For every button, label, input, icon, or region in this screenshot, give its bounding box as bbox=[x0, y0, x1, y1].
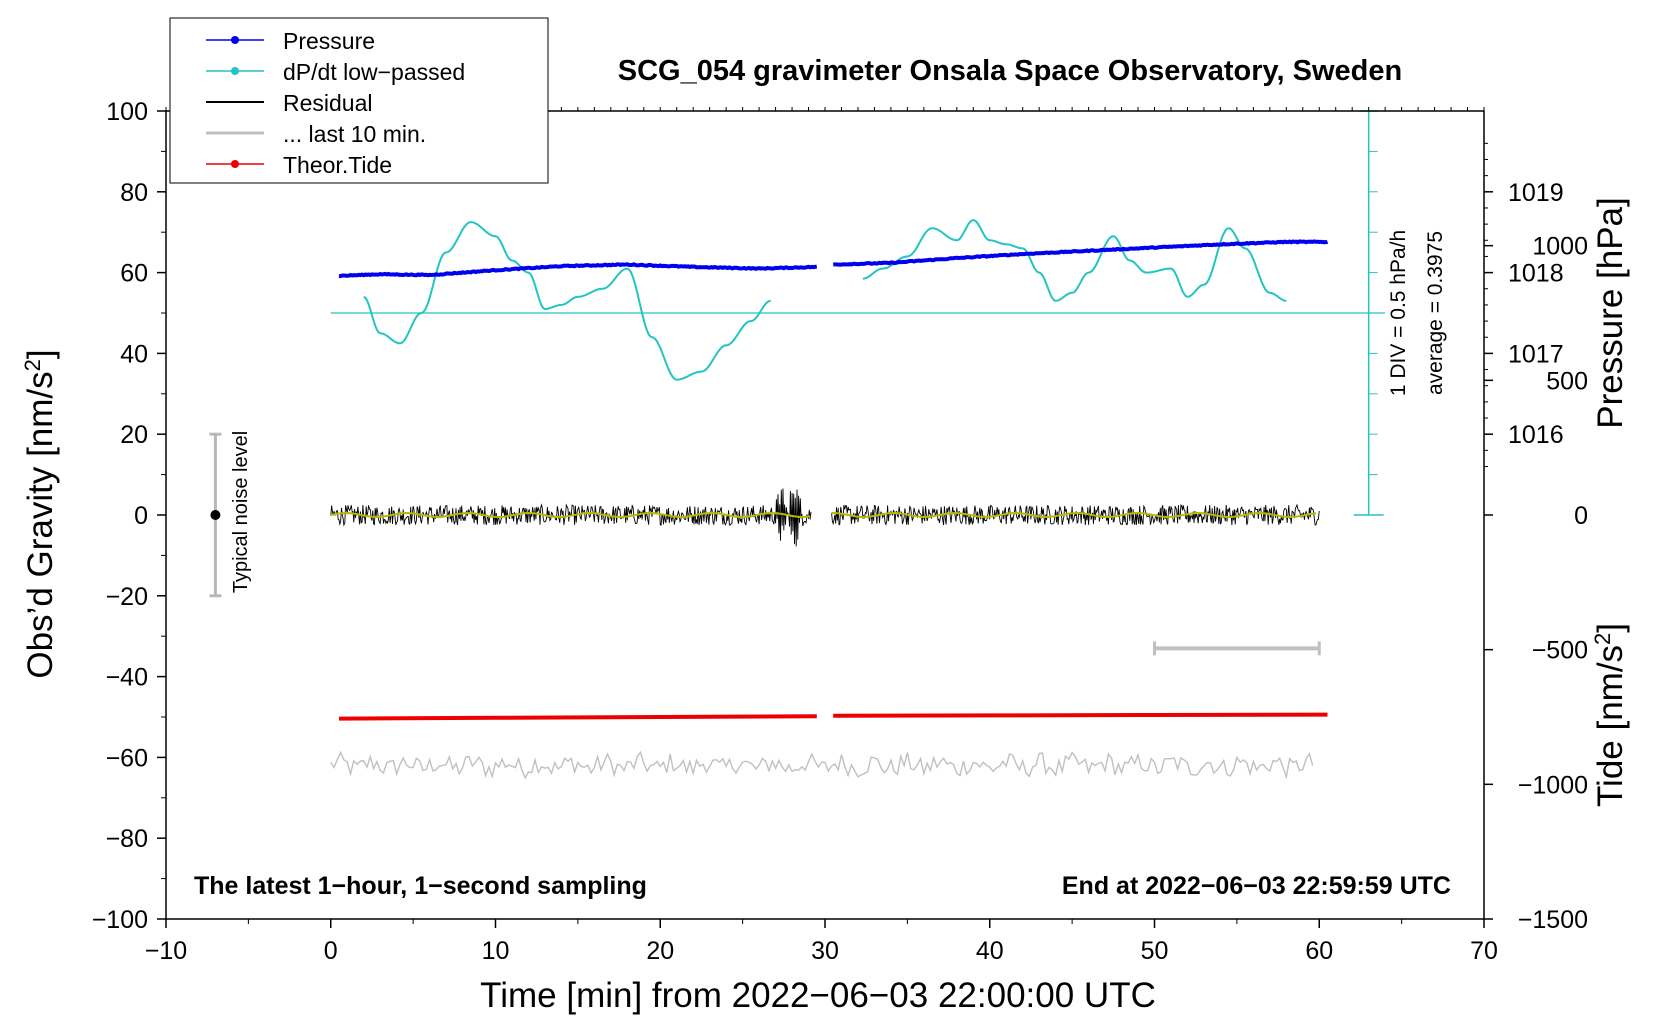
plot-axes: −10 0 10 20 30 40 50 60 70−100−80−60−40−20020406… bbox=[92, 98, 1588, 965]
chart-title: SCG_054 gravimeter Onsala Space Observat… bbox=[618, 55, 1402, 87]
legend-dpdt-marker bbox=[231, 67, 239, 75]
tide-tick-label: 1000 bbox=[1532, 233, 1588, 261]
y-tick-label: −40 bbox=[106, 664, 148, 692]
x-tick-label: 20 bbox=[646, 937, 674, 965]
series-residual-line-1 bbox=[831, 503, 1320, 526]
tide-tick-label: −1500 bbox=[1518, 906, 1588, 934]
x-tick-label: 60 bbox=[1305, 937, 1333, 965]
series-dpdt-line-0 bbox=[363, 221, 771, 381]
dpdt-scale-label: 1 DIV = 0.5 hPa/h bbox=[1387, 230, 1410, 396]
tide-axis-title-sup: 2 bbox=[1590, 633, 1615, 645]
series-residual-smoothed-1 bbox=[831, 511, 1317, 519]
x-tick-label: −10 bbox=[145, 937, 187, 965]
pressure-tick-label: 1017 bbox=[1508, 340, 1564, 368]
tide-tick-label: 0 bbox=[1574, 502, 1588, 530]
tide-tick-label: −500 bbox=[1532, 637, 1588, 665]
x-tick-label: 50 bbox=[1141, 937, 1169, 965]
legend-label-tide: Theor.Tide bbox=[283, 152, 392, 178]
legend-label-last10: ... last 10 min. bbox=[283, 121, 426, 147]
legend-box bbox=[169, 17, 549, 184]
y-tick-label: 40 bbox=[120, 340, 148, 368]
annotation-sampling: The latest 1−hour, 1−second sampling bbox=[194, 872, 647, 900]
noise-bar-center-point bbox=[210, 510, 221, 520]
x-tick-label: 0 bbox=[324, 937, 338, 965]
tide-axis-title: Tide [nm/s2] bbox=[1590, 623, 1630, 807]
left-axis-title-end: ] bbox=[21, 349, 60, 359]
x-tick-label: 10 bbox=[482, 937, 510, 965]
pressure-tick-label: 1018 bbox=[1508, 260, 1564, 288]
tide-axis-title-end: ] bbox=[1591, 623, 1630, 633]
x-tick-label: 30 bbox=[811, 937, 839, 965]
series-tide-line-1 bbox=[833, 712, 1328, 718]
annotation-end-time: End at 2022−06−03 22:59:59 UTC bbox=[1062, 872, 1451, 900]
left-axis-title: Obs’d Gravity [nm/s2] bbox=[20, 349, 60, 678]
y-tick-label: −20 bbox=[106, 583, 148, 611]
y-tick-label: 20 bbox=[120, 421, 148, 449]
left-axis-title-sup: 2 bbox=[20, 359, 45, 371]
y-tick-label: 80 bbox=[120, 179, 148, 207]
plot-series bbox=[209, 110, 1386, 780]
legend-label-residual: Residual bbox=[283, 90, 373, 116]
x-axis-title: Time [min] from 2022−06−03 22:00:00 UTC bbox=[480, 976, 1156, 1015]
legend-label-dpdt: dP/dt low−passed bbox=[283, 59, 465, 85]
series-last10-line bbox=[330, 750, 1314, 780]
x-tick-label: 40 bbox=[976, 937, 1004, 965]
tide-tick-label: 500 bbox=[1546, 367, 1588, 395]
y-tick-label: 0 bbox=[134, 502, 148, 530]
legend: Pressure dP/dt low−passed Residual ... l… bbox=[169, 17, 549, 184]
series-pressure-line-1 bbox=[832, 239, 1329, 267]
x-tick-label: 70 bbox=[1470, 937, 1498, 965]
series-tide-line-0 bbox=[338, 714, 817, 721]
noise-level-label: Typical noise level bbox=[230, 431, 252, 593]
legend-pressure-marker bbox=[231, 36, 239, 44]
tide-axis-title-main: Tide [nm/s bbox=[1591, 645, 1630, 807]
y-tick-label: −60 bbox=[106, 744, 148, 772]
y-tick-label: −80 bbox=[106, 825, 148, 853]
pressure-tick-label: 1019 bbox=[1508, 179, 1564, 207]
pressure-tick-label: 1016 bbox=[1508, 421, 1564, 449]
series-residual-smoothed-0 bbox=[330, 511, 811, 519]
tide-tick-label: −1000 bbox=[1518, 771, 1588, 799]
y-tick-label: 100 bbox=[106, 98, 148, 126]
y-tick-label: −100 bbox=[92, 906, 148, 934]
legend-tide-marker bbox=[231, 160, 239, 168]
pressure-axis-title: Pressure [hPa] bbox=[1591, 197, 1630, 429]
legend-label-pressure: Pressure bbox=[283, 28, 375, 54]
y-tick-label: 60 bbox=[120, 260, 148, 288]
dpdt-average-label: average = 0.3975 bbox=[1424, 231, 1447, 395]
series-pressure-line-0 bbox=[338, 262, 818, 279]
series-dpdt-line-1 bbox=[862, 219, 1287, 302]
left-axis-title-main: Obs’d Gravity [nm/s bbox=[21, 371, 60, 678]
